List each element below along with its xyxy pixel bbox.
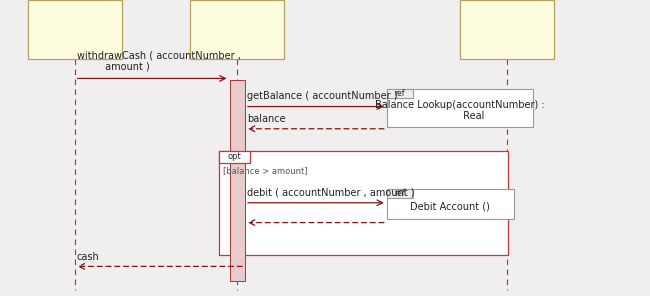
Text: cust : Customer: cust : Customer [34,25,116,35]
Text: debit ( accountNumber , amount ): debit ( accountNumber , amount ) [247,187,415,197]
Text: theirBank : Bank: theirBank : Bank [463,25,551,35]
Text: Balance Lookup(accountNumber) :
         Real: Balance Lookup(accountNumber) : Real [375,100,545,121]
Text: balance: balance [247,114,285,124]
Text: teller : ATM: teller : ATM [208,25,266,35]
Bar [460,0,554,59]
Bar [387,89,413,98]
Text: ref: ref [395,89,405,98]
Bar [28,0,122,59]
Bar [387,189,514,219]
Bar [219,151,508,255]
Text: Debit Account (): Debit Account () [410,202,490,212]
Text: withdrawCash ( accountNumber ,
         amount ): withdrawCash ( accountNumber , amount ) [77,50,240,72]
Bar [230,80,246,281]
Text: ref: ref [395,189,405,198]
Text: cash: cash [77,252,99,262]
Bar [387,89,533,127]
Bar [219,151,250,163]
Text: opt: opt [227,152,242,161]
Bar [387,189,413,198]
Text: getBalance ( accountNumber ): getBalance ( accountNumber ) [247,91,398,101]
Text: [balance > amount]: [balance > amount] [223,166,307,175]
Bar [190,0,285,59]
